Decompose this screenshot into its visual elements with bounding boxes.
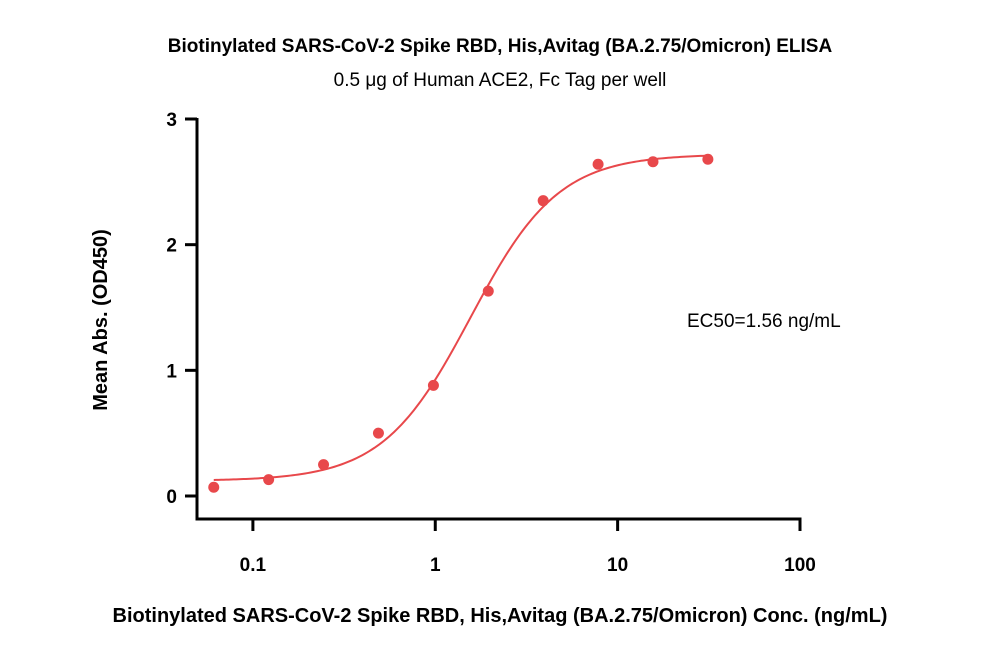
x-tick-label: 1 bbox=[430, 555, 441, 576]
x-tick-label: 100 bbox=[784, 555, 816, 576]
x-ticks: 0.1 1 10 100 bbox=[240, 519, 816, 576]
y-tick-label: 3 bbox=[166, 110, 177, 131]
data-point bbox=[482, 285, 494, 297]
y-tick-label: 1 bbox=[166, 361, 177, 382]
data-point bbox=[208, 481, 220, 493]
ec50-annotation: EC50=1.56 ng/mL bbox=[687, 311, 841, 332]
x-tick-label: 0.1 bbox=[240, 555, 267, 576]
x-axis-label: Biotinylated SARS-CoV-2 Spike RBD, His,A… bbox=[113, 605, 888, 627]
data-point bbox=[592, 158, 604, 170]
data-point bbox=[702, 153, 714, 165]
data-points bbox=[208, 153, 714, 493]
data-point bbox=[318, 459, 330, 471]
y-axis-label: Mean Abs. (OD450) bbox=[90, 229, 112, 411]
plot-area: 0 1 2 3 0.1 1 10 100 bbox=[166, 110, 815, 576]
y-tick-label: 2 bbox=[166, 236, 177, 257]
data-point bbox=[372, 427, 384, 439]
data-point bbox=[537, 195, 549, 207]
chart-subtitle: 0.5 μg of Human ACE2, Fc Tag per well bbox=[334, 70, 667, 91]
chart-title: Biotinylated SARS-CoV-2 Spike RBD, His,A… bbox=[168, 36, 833, 57]
data-point bbox=[647, 156, 659, 168]
y-tick-label: 0 bbox=[166, 487, 177, 508]
y-ticks: 0 1 2 3 bbox=[166, 110, 197, 508]
fit-curve bbox=[213, 154, 708, 481]
data-point bbox=[263, 474, 275, 486]
data-point bbox=[427, 379, 439, 391]
x-tick-label: 10 bbox=[607, 555, 628, 576]
